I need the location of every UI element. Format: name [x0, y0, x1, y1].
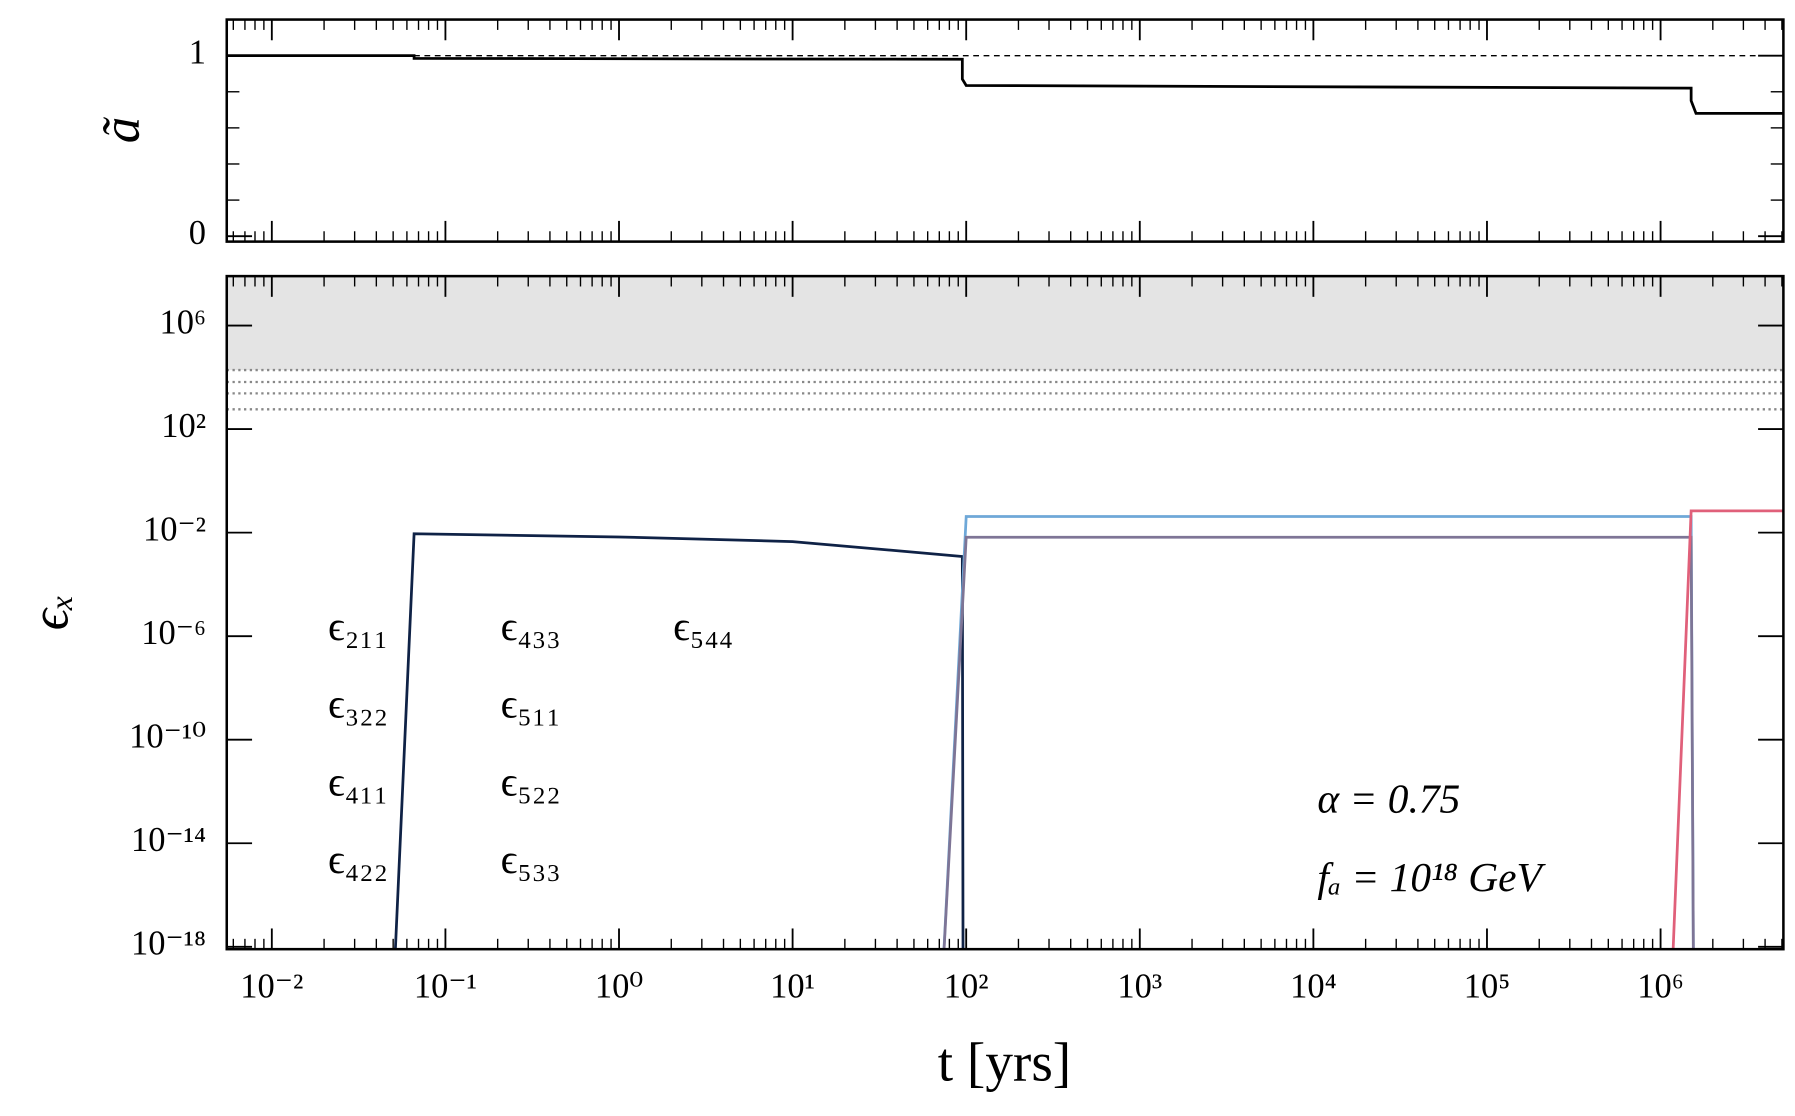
y-tick-label: 10⁻²	[143, 511, 206, 549]
x-tick-label: 10⁴	[1290, 967, 1337, 1005]
x-axis-label: t [yrs]	[938, 1031, 1071, 1092]
legend-entry: ϵ₄₁₁	[328, 758, 388, 804]
y-tick-label: 10⁻¹⁴	[131, 821, 206, 859]
y-tick-label: 10⁻⁶	[141, 614, 206, 652]
x-tick-label: 10⁵	[1464, 967, 1511, 1005]
axes-frame	[225, 274, 1785, 951]
annotation: α = 0.75	[1317, 776, 1460, 822]
x-tick-label: 10⁻²	[240, 967, 303, 1005]
series-line	[226, 54, 1784, 115]
series-line	[1671, 509, 1784, 950]
axes-frame	[225, 18, 1785, 243]
legend-entry: ϵ₅₁₁	[501, 681, 561, 727]
y-tick-label: 10⁻¹⁸	[131, 925, 206, 963]
x-tick-label: 10⁰	[595, 967, 643, 1005]
x-tick-label: 10⁻¹	[414, 967, 477, 1005]
x-tick-label: 10¹	[770, 967, 815, 1005]
series-line	[942, 515, 1695, 950]
legend-entry: ϵ₄₃₃	[501, 603, 561, 649]
y-tick-label: 0	[189, 214, 206, 252]
legend-entry: ϵ₅₂₂	[501, 758, 561, 804]
series-line	[942, 535, 1695, 950]
x-tick-label: 10³	[1117, 967, 1162, 1005]
legend-entry: ϵ₂₁₁	[328, 603, 388, 649]
plot-area	[226, 54, 1784, 115]
y-tick-label: 10⁻¹⁰	[129, 718, 206, 756]
annotation: fₐ = 10¹⁸ GeV	[1317, 854, 1546, 900]
x-tick-label: 10²	[944, 967, 989, 1005]
y-tick-label: 10²	[161, 407, 206, 445]
x-tick-label: 10⁶	[1637, 967, 1684, 1005]
y-axis-label: ã	[93, 116, 151, 143]
plot-area	[226, 276, 1784, 950]
y-tick-label: 10⁶	[160, 303, 207, 341]
y-tick-label: 1	[189, 34, 206, 72]
legend-entry: ϵ₃₂₂	[328, 681, 388, 727]
legend-entry: ϵ₅₄₄	[673, 603, 733, 649]
legend-entry: ϵ₅₃₃	[501, 836, 561, 882]
legend-entry: ϵ₄₂₂	[328, 836, 388, 882]
y-axis-label: ϵₓ	[21, 594, 79, 630]
excluded-region	[226, 276, 1784, 371]
